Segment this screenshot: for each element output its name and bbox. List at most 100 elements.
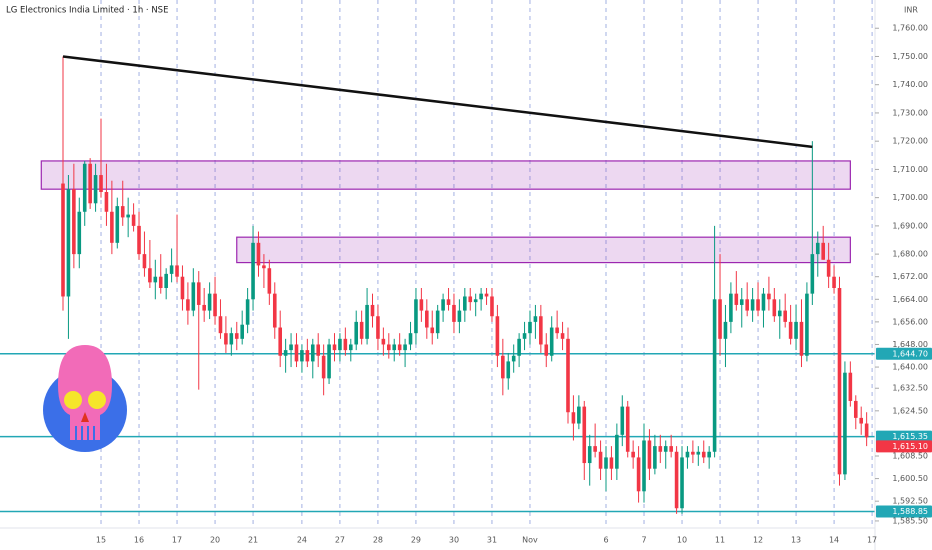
candle-body [262, 265, 266, 269]
candle-body [305, 350, 310, 362]
candle-body [321, 355, 326, 379]
candle-body [859, 417, 864, 424]
logo [43, 345, 127, 452]
candle-body [294, 344, 299, 362]
candle-body [158, 276, 163, 288]
candle-body [506, 361, 511, 379]
candle-body [343, 338, 348, 351]
candle-body [756, 299, 760, 311]
eye [88, 391, 106, 409]
candle-body [131, 214, 136, 226]
candle-body [196, 282, 201, 305]
candle-body [848, 372, 853, 401]
y-tick-label: 1,608.50 [892, 452, 928, 461]
candle-body [582, 406, 587, 464]
candle-body [229, 333, 234, 345]
candle-body [272, 293, 277, 328]
candle-body [115, 206, 120, 243]
candle-body [555, 327, 559, 334]
candle-body [256, 242, 261, 266]
candle-body [332, 344, 337, 351]
y-tick-label: 1,680.00 [892, 250, 928, 259]
candle-body [153, 276, 158, 283]
candle-body [348, 344, 353, 351]
candle-body [533, 316, 538, 322]
candle-body [794, 321, 798, 339]
candle-body [419, 299, 424, 311]
candle-body [745, 299, 749, 311]
candle-body [202, 304, 206, 311]
candle-body [750, 299, 755, 311]
candle-body [88, 163, 92, 204]
candle-body [251, 242, 255, 300]
y-tick-label: 1,656.00 [892, 317, 928, 326]
candle-body [631, 451, 635, 458]
candle-body [137, 225, 141, 255]
teeth [75, 426, 95, 440]
price-badge-label: 1,644.70 [892, 349, 928, 358]
x-tick-label: 31 [487, 536, 497, 545]
candle-body [701, 451, 706, 458]
skull [58, 345, 112, 440]
candle-body [739, 299, 744, 305]
price-badge-label: 1,615.10 [892, 442, 928, 451]
candle-body [571, 412, 576, 424]
x-tick-label: 15 [96, 536, 106, 545]
candle-body [680, 457, 684, 509]
zone [40, 160, 851, 190]
candle-body [240, 324, 244, 339]
price-badge-label: 1,588.85 [892, 507, 928, 516]
candle-body [642, 440, 646, 492]
candle-body [674, 451, 679, 509]
candle-body [381, 338, 386, 345]
candle-body [164, 273, 168, 288]
trendline [62, 55, 813, 149]
x-tick-label: 21 [248, 536, 258, 545]
candle-body [539, 316, 543, 345]
y-tick-label: 1,760.00 [892, 24, 928, 33]
candle-body [213, 293, 217, 317]
candle-body [310, 344, 315, 362]
y-tick-label: 1,690.00 [892, 221, 928, 230]
x-tick-label: 17 [867, 536, 877, 545]
candle-body [593, 446, 597, 452]
candle-body [278, 327, 282, 356]
y-tick-label: 1,730.00 [892, 108, 928, 117]
candle-body [104, 192, 109, 212]
candle-body [577, 406, 581, 424]
candle-body [528, 321, 532, 334]
candle-body [734, 293, 739, 305]
candle-body [99, 175, 103, 192]
candle-body [490, 296, 494, 317]
price-badge [876, 505, 932, 518]
candle-body [843, 372, 847, 475]
x-tick-label: 11 [715, 536, 725, 545]
candle-body [479, 293, 483, 300]
candle-body [359, 321, 364, 339]
zone [236, 236, 851, 264]
y-tick-label: 1,750.00 [892, 52, 928, 61]
y-tick-label: 1,710.00 [892, 165, 928, 174]
candle-body [289, 344, 293, 351]
y-tick-label: 1,672.00 [892, 272, 928, 281]
candle-body [72, 189, 76, 255]
x-tick-label: 17 [172, 536, 182, 545]
candle-body [636, 457, 641, 492]
x-tick-label: 14 [829, 536, 839, 545]
x-tick-label: 29 [411, 536, 421, 545]
x-tick-label: 6 [603, 536, 608, 545]
candle-body [767, 293, 771, 300]
candle-body [245, 299, 250, 325]
candle-body [175, 265, 179, 277]
y-tick-label: 1,585.50 [892, 516, 928, 525]
candle-body [452, 304, 456, 322]
candle-body [783, 310, 787, 322]
candle-body [653, 446, 657, 469]
candle-body [446, 299, 451, 305]
x-tick-label: 27 [335, 536, 345, 545]
candle-body [826, 259, 831, 277]
plot-area [0, 0, 875, 528]
y-tick-label: 1,740.00 [892, 80, 928, 89]
candle-body [463, 296, 467, 311]
